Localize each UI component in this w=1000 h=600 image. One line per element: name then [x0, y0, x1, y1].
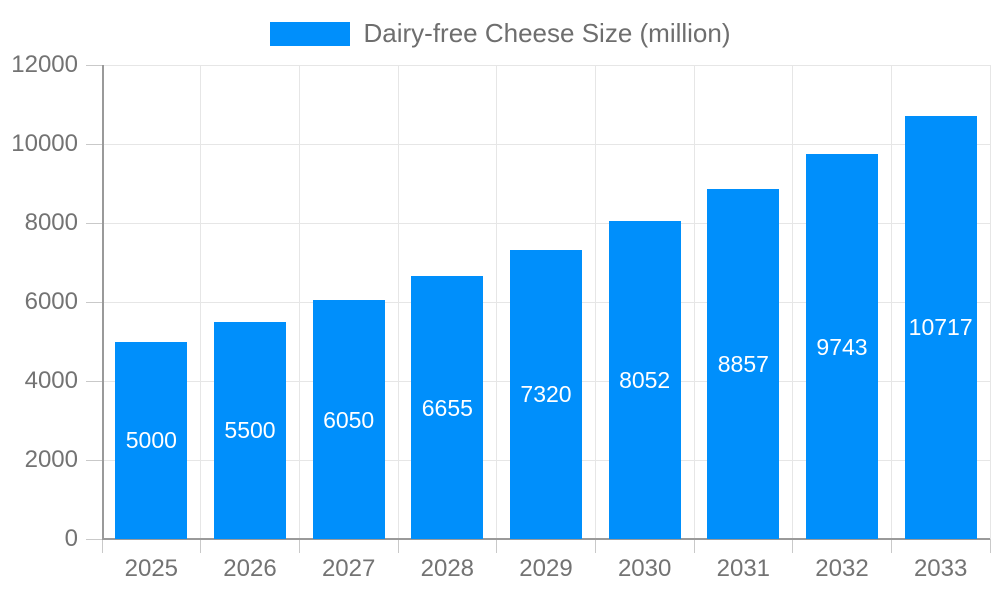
y-axis-tick-label: 4000 [24, 367, 78, 394]
bar[interactable] [608, 220, 681, 539]
y-axis-tick-label: 10000 [11, 130, 78, 157]
y-axis-tick-label: 8000 [24, 209, 78, 236]
gridline-vertical [890, 65, 892, 539]
bar[interactable] [707, 189, 780, 539]
x-axis-tick-label: 2025 [124, 555, 179, 582]
bar[interactable] [806, 154, 878, 539]
plot-area: 0 2000 4000 6000 8000 10000 12000 5000 2025 5500 2… [11, 53, 991, 581]
bar[interactable] [312, 300, 385, 539]
x-axis-tick [989, 539, 991, 553]
gridline-horizontal [102, 64, 990, 66]
y-axis-tick [86, 459, 102, 461]
gridline-vertical [496, 65, 498, 539]
y-axis-tick [86, 222, 102, 224]
gridline-vertical [989, 65, 991, 539]
bar[interactable] [115, 341, 188, 539]
x-axis-tick-label: 2027 [321, 555, 376, 582]
legend-label: Dairy-free Cheese Size (million) [363, 18, 731, 48]
gridline-vertical [200, 65, 202, 539]
x-axis-tick [792, 539, 794, 553]
x-axis-tick-label: 2029 [519, 555, 573, 582]
x-axis-tick [298, 539, 300, 553]
x-axis-tick-label: 2028 [420, 555, 475, 582]
bar-value-label: 8052 [619, 366, 671, 393]
x-axis-line [102, 538, 990, 540]
bar[interactable] [904, 115, 977, 539]
x-axis-tick [890, 539, 892, 553]
legend-swatch [269, 21, 350, 46]
bar-value-label: 7320 [520, 381, 572, 408]
x-axis-tick [594, 539, 596, 553]
gridline-horizontal [102, 143, 990, 145]
x-axis-tick-label: 2032 [815, 555, 869, 582]
x-axis-tick [101, 539, 103, 553]
gridline-vertical [397, 65, 399, 539]
gridline-vertical [594, 65, 596, 539]
bar[interactable] [214, 321, 286, 539]
y-axis-tick-label: 0 [64, 525, 78, 552]
x-axis-tick-label: 2026 [223, 555, 277, 582]
x-axis-tick [496, 539, 498, 553]
gridline-vertical [693, 65, 695, 539]
gridline-vertical [792, 65, 794, 539]
y-axis-tick [86, 64, 102, 66]
x-axis-tick-label: 2033 [913, 555, 968, 582]
x-axis-tick [200, 539, 202, 553]
bar-value-label: 9743 [816, 333, 868, 360]
x-axis-tick-label: 2030 [617, 555, 672, 582]
bar-value-label: 6655 [421, 394, 473, 421]
bar-value-label: 10717 [908, 314, 973, 341]
y-axis-tick [86, 301, 102, 303]
x-axis-tick [693, 539, 695, 553]
y-axis-tick-label: 6000 [24, 288, 78, 315]
bar-value-label: 5000 [125, 427, 177, 454]
x-axis-tick [397, 539, 399, 553]
gridline-horizontal [102, 222, 990, 224]
y-axis-tick [86, 538, 102, 540]
x-axis-tick-label: 2031 [716, 555, 771, 582]
bar[interactable] [510, 249, 582, 539]
gridline-vertical [298, 65, 300, 539]
legend[interactable]: Dairy-free Cheese Size (million) [0, 18, 1000, 49]
y-axis-tick [86, 143, 102, 145]
bar-value-label: 8857 [717, 351, 769, 378]
y-axis-tick [86, 380, 102, 382]
bar-value-label: 6050 [323, 406, 375, 433]
y-axis-line [102, 65, 104, 539]
y-axis-tick-label: 2000 [24, 446, 78, 473]
bar-value-label: 5500 [224, 417, 276, 444]
y-axis-tick-label: 12000 [11, 51, 78, 78]
bar[interactable] [411, 276, 484, 539]
